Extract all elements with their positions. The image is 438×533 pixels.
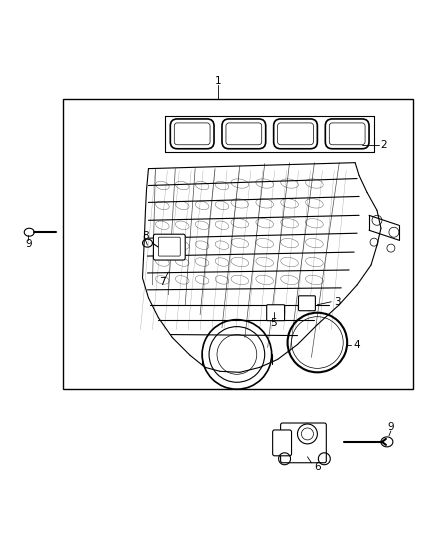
Text: 1: 1 bbox=[215, 76, 221, 86]
Text: 9: 9 bbox=[388, 422, 394, 432]
Text: 2: 2 bbox=[381, 140, 387, 150]
FancyBboxPatch shape bbox=[170, 119, 214, 149]
Text: 7: 7 bbox=[159, 277, 166, 287]
FancyBboxPatch shape bbox=[329, 123, 365, 145]
Text: 9: 9 bbox=[25, 239, 32, 249]
FancyBboxPatch shape bbox=[174, 123, 210, 145]
FancyBboxPatch shape bbox=[273, 430, 292, 456]
FancyBboxPatch shape bbox=[274, 119, 318, 149]
FancyBboxPatch shape bbox=[159, 237, 180, 256]
Text: 4: 4 bbox=[354, 340, 360, 350]
FancyBboxPatch shape bbox=[222, 119, 266, 149]
FancyBboxPatch shape bbox=[226, 123, 262, 145]
FancyBboxPatch shape bbox=[325, 119, 369, 149]
Bar bbox=[63, 99, 413, 389]
Text: 3: 3 bbox=[334, 297, 341, 307]
FancyBboxPatch shape bbox=[153, 234, 185, 260]
Text: 5: 5 bbox=[270, 318, 277, 328]
Text: 6: 6 bbox=[314, 462, 321, 472]
FancyBboxPatch shape bbox=[278, 123, 314, 145]
FancyBboxPatch shape bbox=[298, 296, 315, 311]
FancyBboxPatch shape bbox=[267, 305, 285, 321]
FancyBboxPatch shape bbox=[281, 423, 326, 463]
Text: 8: 8 bbox=[142, 231, 149, 241]
